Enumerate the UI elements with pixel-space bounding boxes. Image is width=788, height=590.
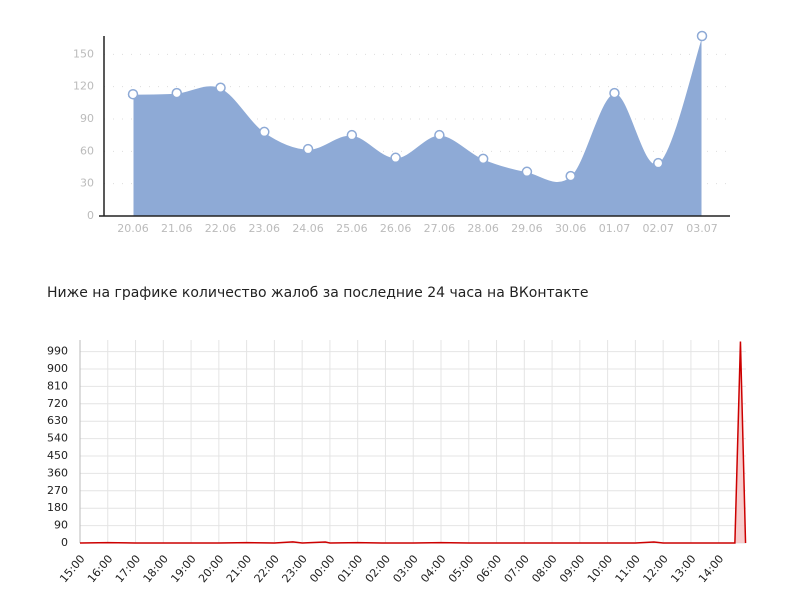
x-tick-label: 23.06 [249,222,281,235]
y-tick-label: 270 [47,484,68,497]
x-tick-label: 07:00 [502,553,532,586]
x-tick-label: 25.06 [336,222,368,235]
point [434,129,445,141]
y-tick-label: 360 [47,466,68,479]
point [390,152,401,164]
x-tick-label: 05:00 [446,553,476,586]
x-tick-label: 01:00 [335,553,365,586]
caption: Ниже на графике количество жалоб за посл… [47,285,588,301]
x-tick-label: 29.06 [511,222,543,235]
y-tick-label: 30 [80,177,94,190]
x-tick-label: 06:00 [474,553,504,586]
x-tick-label: 13:00 [668,553,698,586]
x-tick-label: 17:00 [113,553,143,586]
x-tick-label: 20.06 [117,222,149,235]
point [259,126,270,138]
x-tick-label: 02.07 [642,222,674,235]
y-tick-label: 990 [47,345,68,358]
x-tick-label: 26.06 [380,222,412,235]
x-tick-label: 16:00 [85,553,115,586]
x-tick-label: 22.06 [205,222,237,235]
x-tick-label: 08:00 [529,553,559,586]
y-tick-label: 90 [54,519,68,532]
point [652,157,664,169]
y-tick-label: 180 [47,501,68,514]
x-tick-label: 02:00 [363,553,393,586]
point [127,88,139,100]
x-tick-label: 11:00 [613,553,643,586]
point [696,30,708,42]
x-tick-label: 15:00 [57,553,87,586]
x-tick-label: 10:00 [585,553,615,586]
point [609,87,620,99]
y-tick-label: 0 [61,536,68,549]
y-tick-label: 450 [47,449,68,462]
y-tick-label: 90 [80,112,94,125]
y-tick-label: 540 [47,432,68,445]
x-tick-label: 22:00 [252,553,282,586]
point [171,87,183,99]
point [565,170,576,182]
y-tick-label: 720 [47,397,68,410]
point [477,153,489,165]
y-tick-label: 900 [47,362,68,375]
y-tick-label: 630 [47,414,68,427]
y-tick-label: 60 [80,144,94,157]
point [215,82,226,93]
area [132,35,703,217]
x-tick-label: 21.06 [161,222,193,235]
x-tick-label: 24.06 [292,222,324,235]
x-tick-label: 03:00 [390,553,420,586]
x-tick-label: 23:00 [279,553,309,586]
y-tick-label: 810 [47,379,68,392]
x-tick-label: 12:00 [640,553,670,586]
x-tick-label: 14:00 [696,553,726,586]
y-tick-label: 120 [73,80,94,93]
x-tick-label: 09:00 [557,553,587,586]
point [521,166,533,178]
x-tick-label: 03.07 [686,222,718,235]
x-tick-label: 18:00 [141,553,171,586]
x-tick-label: 20:00 [196,553,226,586]
x-tick-label: 19:00 [168,553,198,586]
x-tick-label: 28.06 [467,222,499,235]
point [302,143,314,155]
x-tick-label: 21:00 [224,553,254,586]
x-tick-label: 00:00 [307,553,337,586]
x-tick-label: 30.06 [555,222,587,235]
x-tick-label: 01.07 [599,222,631,235]
x-tick-label: 27.06 [424,222,456,235]
line [79,341,747,544]
y-tick-label: 0 [87,209,94,222]
x-tick-label: 04:00 [418,553,448,586]
y-tick-label: 150 [73,47,94,60]
point [346,129,358,141]
